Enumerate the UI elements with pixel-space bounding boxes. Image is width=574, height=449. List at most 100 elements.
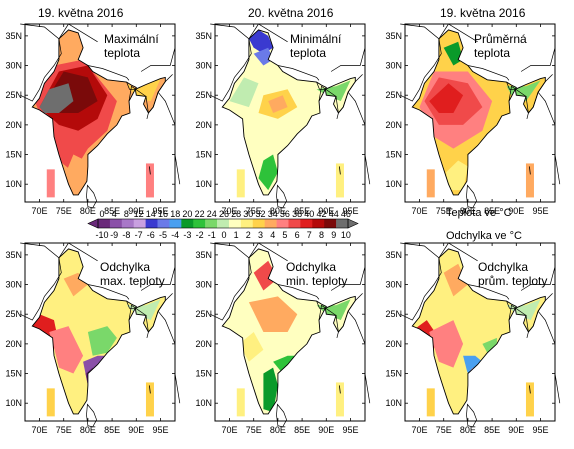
sri-lanka-outline	[86, 184, 97, 209]
colorbar-swatch	[228, 219, 242, 228]
map-svg: 35N 30N 25N 20N 15N 10N 70E 75E 80E 85E 90E 95E	[385, 242, 561, 435]
lat-tick-label: 25N	[385, 90, 402, 100]
temp-tick-label: 18	[170, 209, 180, 219]
lon-tick-label: 90E	[318, 425, 334, 435]
colorbar-swatch	[252, 219, 265, 228]
shading-group	[239, 260, 351, 413]
sri-lanka-outline	[276, 184, 287, 209]
sri-lanka-outline	[466, 403, 477, 428]
lakshadweep-box	[46, 388, 55, 417]
shading-region	[463, 355, 483, 380]
lakshadweep-box	[46, 169, 55, 198]
map-svg: 35N 30N 25N 20N 15N 10N 70E 75E 80E 85E 90E 95E	[5, 242, 181, 435]
land-fill	[222, 29, 356, 195]
map-frame	[24, 242, 176, 422]
colorbar-swatch	[336, 219, 349, 228]
lat-tick-label: 35N	[5, 250, 22, 260]
map-frame	[214, 242, 366, 422]
lon-tick-label: 75E	[56, 425, 72, 435]
shading-region	[39, 83, 74, 113]
panel-label: Odchylka max. teploty	[100, 260, 165, 288]
india-outline	[221, 29, 327, 196]
colorbar: 0 4 8 12 14 16 18 20 22 24 26 28 30 32 34 36 38 40 42 44 46-…	[84, 206, 574, 246]
country-border	[520, 47, 556, 72]
country-border	[400, 23, 442, 102]
country-border	[248, 23, 288, 43]
country-border	[58, 23, 98, 43]
lat-tick-label: 15N	[195, 369, 212, 379]
lat-tick-label: 35N	[385, 250, 402, 260]
shading-region	[248, 29, 274, 54]
lat-tick-label: 35N	[385, 31, 402, 41]
colorbar-swatch	[181, 219, 194, 228]
lat-tick-label: 30N	[385, 61, 402, 71]
anom-tick-label: 6	[295, 230, 300, 240]
colorbar-swatch	[121, 219, 135, 228]
lon-tick-label: 80E	[460, 206, 476, 216]
andaman-islands	[338, 385, 341, 394]
panel-label: Odchylka prům. teploty	[478, 260, 548, 288]
anom-tick-label: -6	[147, 230, 155, 240]
country-border	[87, 284, 130, 300]
country-border	[438, 23, 478, 43]
shading-region	[126, 299, 161, 321]
lon-tick-label: 75E	[246, 206, 262, 216]
northeast-outline	[134, 76, 166, 114]
country-border	[157, 310, 181, 404]
lat-tick-label: 15N	[385, 369, 402, 379]
andaman-box	[145, 163, 154, 198]
temp-tick-label: 4	[112, 209, 117, 219]
andaman-islands	[148, 385, 151, 394]
colorbar-swatch	[98, 219, 111, 228]
temp-tick-label: 40	[304, 209, 314, 219]
andaman-islands	[528, 385, 531, 394]
lon-tick-label: 75E	[246, 425, 262, 435]
lon-tick-label: 90E	[508, 206, 524, 216]
anom-tick-label: 7	[307, 230, 312, 240]
lat-tick-label: 10N	[195, 179, 212, 189]
map-svg: 35N 30N 25N 20N 15N 10N 70E 75E 80E 85E 90E 95E	[5, 23, 181, 216]
lon-tick-label: 80E	[270, 206, 286, 216]
sri-lanka-outline	[466, 184, 477, 209]
lon-tick-label: 90E	[318, 206, 334, 216]
lon-tick-label: 70E	[222, 425, 238, 435]
anom-tick-label: -9	[110, 230, 118, 240]
colorbar-swatch	[193, 219, 206, 228]
andaman-box	[335, 382, 344, 417]
land-fill	[412, 248, 546, 414]
lakshadweep-box	[236, 169, 245, 198]
anom-tick-label: -3	[183, 230, 191, 240]
lat-tick-label: 35N	[195, 31, 212, 41]
lon-tick-label: 80E	[80, 425, 96, 435]
lon-tick-label: 85E	[484, 206, 500, 216]
lat-tick-label: 20N	[385, 120, 402, 130]
map-frame	[404, 23, 556, 203]
shading-region	[258, 154, 278, 191]
india-outline	[411, 248, 517, 415]
anom-tick-label: 9	[331, 230, 336, 240]
lon-tick-label: 95E	[532, 206, 548, 216]
temp-tick-label: 28	[231, 209, 241, 219]
lon-tick-label: 85E	[484, 425, 500, 435]
shading-region	[239, 332, 264, 362]
lat-tick-label: 20N	[5, 339, 22, 349]
lon-tick-label: 95E	[152, 206, 168, 216]
country-border	[537, 310, 561, 404]
temp-tick-label: 30	[243, 209, 253, 219]
colorbar-swatch	[205, 219, 218, 228]
lon-tick-label: 90E	[128, 206, 144, 216]
lon-tick-label: 70E	[32, 425, 48, 435]
lat-tick-label: 25N	[195, 90, 212, 100]
temp-tick-label: 42	[316, 209, 326, 219]
andaman-islands	[338, 166, 341, 175]
lon-tick-label: 80E	[270, 425, 286, 435]
country-border	[157, 91, 181, 185]
shading-region	[429, 320, 464, 368]
colorbar-arrow-right	[347, 218, 359, 229]
colorbar-swatch	[109, 219, 123, 228]
andaman-islands	[148, 166, 151, 175]
country-border	[330, 266, 366, 291]
sri-lanka-outline	[276, 403, 287, 428]
land-fill	[222, 248, 356, 414]
map-panel-min: 20. května 2016 35N 30N 25N 20N 15N 10N 70E 75E…	[190, 0, 381, 216]
